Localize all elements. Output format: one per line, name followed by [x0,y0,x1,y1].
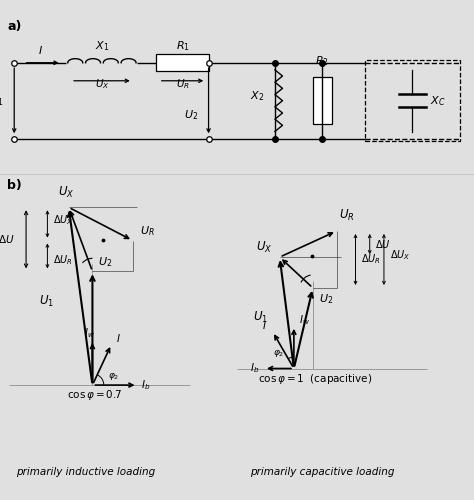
Text: $I$: $I$ [38,44,43,56]
Bar [156,54,209,72]
Text: $\Delta U_R$: $\Delta U_R$ [53,253,73,266]
Text: primarily inductive loading: primarily inductive loading [16,467,155,477]
Text: $R_2$: $R_2$ [315,54,329,68]
Text: $\Delta U_X$: $\Delta U_X$ [390,248,410,262]
Text: $U_R$: $U_R$ [175,78,190,91]
Text: $\Delta U$: $\Delta U$ [375,238,391,250]
Text: $\Delta U_X$: $\Delta U_X$ [53,213,73,227]
Text: $U_X$: $U_X$ [95,78,109,91]
Text: b): b) [7,179,22,192]
Text: $I_b$: $I_b$ [141,378,151,392]
Text: $\varphi_2$: $\varphi_2$ [273,348,284,359]
Text: $U_X$: $U_X$ [58,184,74,200]
Text: $U_1$: $U_1$ [0,94,4,108]
Text: $U_2$: $U_2$ [98,255,112,269]
Text: $U_1$: $U_1$ [253,310,268,325]
Text: $\Delta U$: $\Delta U$ [0,234,14,245]
Text: $\Delta U_R$: $\Delta U_R$ [361,252,381,266]
Text: $U_2$: $U_2$ [184,108,198,122]
Text: $I$: $I$ [116,332,121,344]
Text: $U_X$: $U_X$ [256,240,273,254]
Text: $\cos\varphi = 0.7$: $\cos\varphi = 0.7$ [67,388,123,402]
Text: $X_C$: $X_C$ [430,94,446,108]
Text: $U_2$: $U_2$ [319,292,333,306]
Text: $U_1$: $U_1$ [39,294,55,308]
Text: $X_2$: $X_2$ [250,89,264,103]
Text: $\cos\varphi = 1$  (capacitive): $\cos\varphi = 1$ (capacitive) [258,372,372,386]
Bar [365,60,460,141]
Text: $U_R$: $U_R$ [140,224,155,238]
Text: $U_R$: $U_R$ [339,208,355,224]
Text: $I_b$: $I_b$ [250,362,259,376]
Text: $I_w$: $I_w$ [84,326,95,340]
Text: primarily capacitive loading: primarily capacitive loading [250,467,394,477]
Text: $\varphi_2$: $\varphi_2$ [108,370,119,382]
Text: $I$: $I$ [262,319,267,331]
Text: $I_w$: $I_w$ [299,314,310,328]
Text: $X_1$: $X_1$ [95,40,109,54]
Bar [313,77,332,124]
Text: a): a) [7,20,21,33]
Text: $R_1$: $R_1$ [175,40,190,54]
